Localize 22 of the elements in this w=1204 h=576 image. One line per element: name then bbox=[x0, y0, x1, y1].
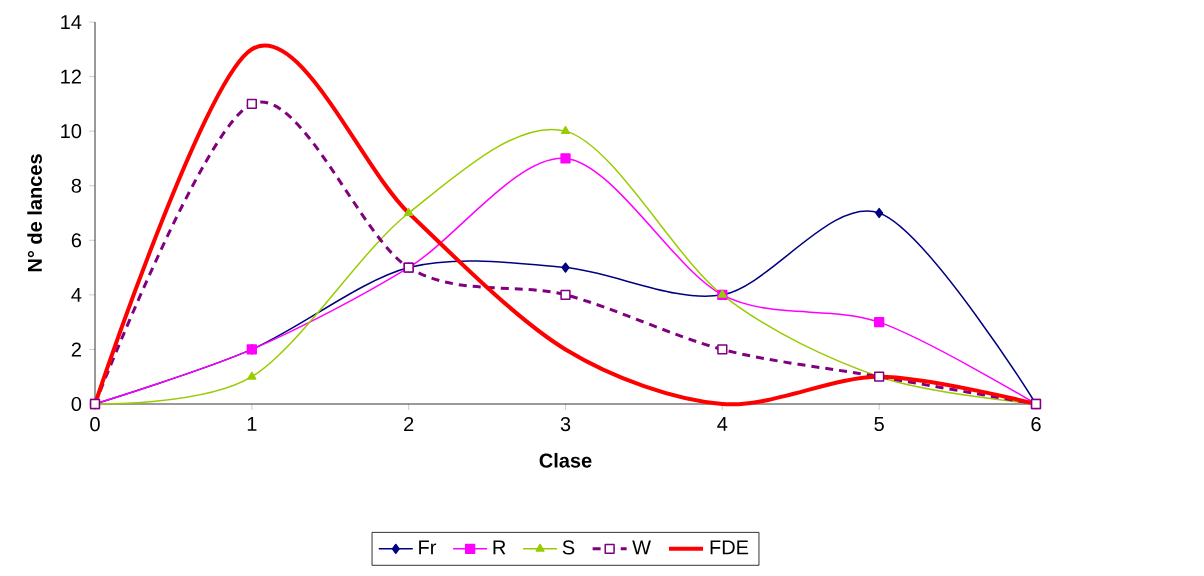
y-tick-label: 8 bbox=[71, 178, 82, 193]
x-tick-label: 1 bbox=[247, 417, 257, 431]
y-tick-label: 6 bbox=[71, 233, 82, 248]
legend-label: S bbox=[562, 540, 575, 555]
x-tick-label: 3 bbox=[560, 417, 571, 432]
y-tick-label: 4 bbox=[71, 287, 82, 302]
x-tick-label: 6 bbox=[1031, 417, 1041, 432]
y-tick-label: 0 bbox=[71, 396, 82, 412]
y-tick-label: 2 bbox=[71, 342, 81, 357]
y-tick-label: 10 bbox=[61, 124, 82, 139]
x-axis-title: Clase bbox=[539, 452, 592, 468]
y-tick-label: 14 bbox=[61, 15, 82, 29]
legend-label: FDE bbox=[710, 540, 749, 555]
legend-label: R bbox=[493, 540, 506, 555]
x-tick-label: 4 bbox=[717, 417, 728, 431]
x-tick-label: 0 bbox=[90, 417, 100, 432]
y-axis-title: N° de lances bbox=[27, 154, 42, 272]
legend-label: Fr bbox=[419, 540, 437, 555]
y-tick-label: 12 bbox=[61, 69, 81, 84]
legend-label: W bbox=[632, 540, 651, 555]
x-tick-label: 2 bbox=[404, 417, 414, 432]
x-tick-label: 5 bbox=[874, 417, 884, 432]
